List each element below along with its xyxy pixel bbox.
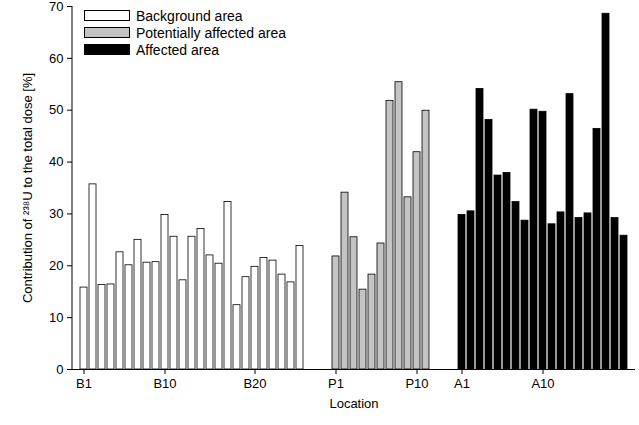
svg-text:B1: B1 [76,376,92,391]
svg-text:0: 0 [56,362,63,377]
html-text:Background area: Background area [136,7,243,24]
svg-text:Location: Location [329,396,378,411]
svg-text:20: 20 [49,258,63,273]
svg-text:A1: A1 [454,376,470,391]
svg-text:40: 40 [49,154,63,169]
svg-text:Contribution of ²³⁸U to the to: Contribution of ²³⁸U to the total dose [… [20,73,35,303]
svg-text:10: 10 [49,310,63,325]
svg-text:P10: P10 [405,376,428,391]
html-text:Potentially affected area: Potentially affected area [136,24,286,41]
html-text:Affected area: Affected area [136,41,219,58]
svg-text:60: 60 [49,51,63,66]
svg-text:B20: B20 [243,376,266,391]
svg-text:50: 50 [49,102,63,117]
svg-text:P1: P1 [328,376,344,391]
svg-text:70: 70 [49,0,63,14]
svg-text:30: 30 [49,206,63,221]
svg-text:A10: A10 [531,376,554,391]
svg-text:B10: B10 [153,376,176,391]
